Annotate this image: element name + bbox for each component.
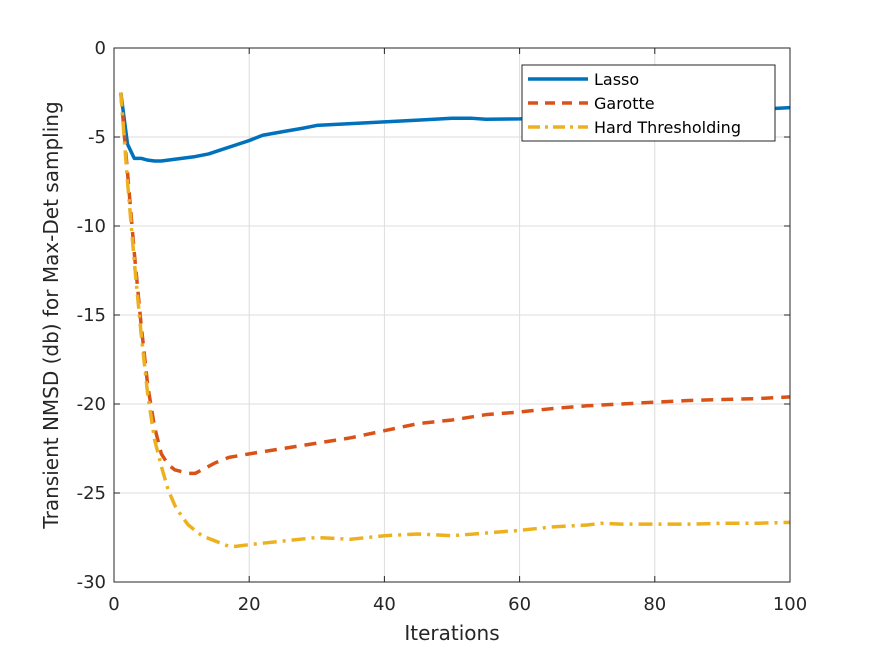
x-tick-label: 0 — [108, 594, 119, 615]
legend-entry-label: Hard Thresholding — [594, 118, 741, 137]
series-line-hard-thresholding — [119, 92, 790, 549]
ticks: 0 20 40 60 80 100 0 -5 -10 -15 -20 -25 -30 — [77, 38, 808, 615]
y-tick-label: -30 — [77, 572, 106, 593]
x-tick-label: 40 — [373, 594, 396, 615]
y-tick-label: -5 — [88, 127, 106, 148]
y-tick-label: -15 — [77, 305, 106, 326]
legend-entry-label: Lasso — [594, 70, 639, 89]
x-axis-label: Iterations — [404, 621, 499, 645]
grid — [114, 48, 790, 582]
y-tick-label: -20 — [77, 394, 106, 415]
legend: Lasso Garotte Hard Thresholding — [521, 64, 776, 142]
y-axis-label: Transient NMSD (db) for Max-Det sampling — [39, 101, 63, 529]
y-tick-label: -10 — [77, 216, 106, 237]
x-tick-label: 80 — [643, 594, 666, 615]
y-tick-label: -25 — [77, 483, 106, 504]
x-tick-label: 60 — [508, 594, 531, 615]
legend-entry-label: Garotte — [594, 94, 655, 113]
x-tick-label: 20 — [238, 594, 261, 615]
x-tick-label: 100 — [773, 594, 807, 615]
series-line-garotte — [119, 92, 790, 476]
series-group — [119, 92, 790, 549]
y-tick-label: 0 — [95, 38, 106, 59]
